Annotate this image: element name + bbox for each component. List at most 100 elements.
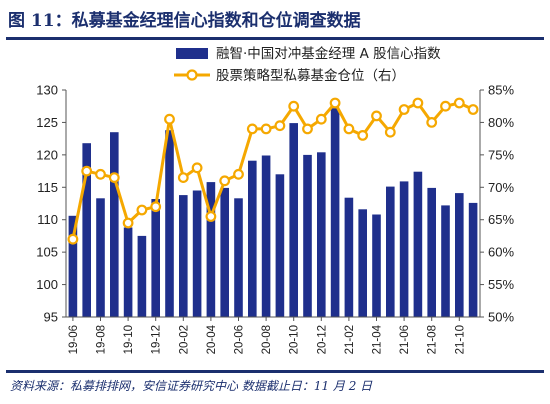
right-tick-label: 50% xyxy=(488,310,514,325)
figure-title: 图 11：私募基金经理信心指数和仓位调查数据 xyxy=(8,11,361,31)
line-point xyxy=(467,104,479,115)
footer-divider xyxy=(6,370,544,373)
bar xyxy=(317,152,326,317)
x-tick-label: 19-06 xyxy=(68,325,80,354)
bar xyxy=(206,182,216,317)
bar xyxy=(234,198,243,317)
left-tick-label: 115 xyxy=(37,180,58,195)
line-point xyxy=(136,204,148,216)
left-tick-label: 105 xyxy=(36,245,58,260)
line-point xyxy=(398,104,410,115)
x-tick-label: 21-10 xyxy=(454,325,466,354)
bar xyxy=(137,235,147,317)
right-tick-label: 80% xyxy=(488,115,514,130)
bar xyxy=(372,214,381,317)
right-tick-label: 70% xyxy=(488,180,514,195)
line-point xyxy=(108,172,120,184)
line-point xyxy=(288,100,300,112)
left-tick-label: 130 xyxy=(36,83,58,98)
bar xyxy=(110,132,119,317)
left-tick-label: 100 xyxy=(36,277,58,292)
chart: 95 100 105 110 115 120 125 130 50% 55% 60% 65% 70% 75… xyxy=(36,45,514,355)
source-note: 资料来源：私募排排网，安信证券研究中心 数据截止日：11 月 2 日 xyxy=(10,379,373,393)
left-tick-label: 125 xyxy=(36,115,58,130)
bar xyxy=(68,215,78,317)
plot-area: 95 100 105 110 115 120 125 130 50% 55% 60% 65% 70% 75… xyxy=(36,83,514,355)
x-tick-label: 20-10 xyxy=(289,325,301,354)
legend-swatch-bar xyxy=(176,48,208,59)
bar xyxy=(165,130,174,317)
line-point xyxy=(274,120,286,132)
line-point xyxy=(315,113,327,125)
left-tick-label: 95 xyxy=(44,310,58,325)
line-point xyxy=(426,116,438,128)
line-point xyxy=(67,233,79,245)
bar xyxy=(344,197,354,317)
bar xyxy=(386,186,395,317)
bar xyxy=(261,155,271,317)
legend-label-line: 股票策略型私募基金仓位（右） xyxy=(216,67,405,84)
line-point xyxy=(329,97,341,109)
line-point xyxy=(233,168,244,180)
line-point xyxy=(177,172,189,184)
line-point xyxy=(302,123,313,135)
line-point xyxy=(191,162,203,174)
bar xyxy=(468,202,478,317)
bar xyxy=(275,174,285,317)
line-point xyxy=(357,129,369,141)
left-tick-label: 120 xyxy=(36,147,58,162)
right-tick-label: 65% xyxy=(488,212,514,227)
right-tick-label: 60% xyxy=(488,245,514,260)
x-tick-label: 21-08 xyxy=(427,325,439,354)
bar xyxy=(123,227,133,317)
bar xyxy=(427,187,436,317)
line-point xyxy=(260,123,272,135)
x-tick-label: 20-08 xyxy=(261,325,273,354)
legend-swatch-marker xyxy=(186,69,198,81)
bar xyxy=(82,143,91,317)
left-tick-label: 110 xyxy=(37,212,58,227)
bar xyxy=(399,181,409,317)
bar xyxy=(192,190,202,317)
position-line xyxy=(71,101,474,240)
x-tick-label: 20-12 xyxy=(316,325,328,354)
title-divider xyxy=(6,37,544,40)
line-point xyxy=(81,165,93,177)
right-tick-label: 75% xyxy=(488,147,514,162)
x-tick-label: 20-06 xyxy=(234,325,246,354)
x-tick-label: 21-06 xyxy=(399,325,411,354)
bar xyxy=(455,193,464,317)
bar xyxy=(220,187,229,317)
right-tick-label: 85% xyxy=(488,83,514,98)
bar xyxy=(358,209,367,317)
x-tick-label: 20-02 xyxy=(178,325,190,354)
x-tick-label: 20-04 xyxy=(206,324,218,354)
bar xyxy=(248,160,257,317)
line-point xyxy=(205,211,217,222)
right-tick-label: 55% xyxy=(488,277,514,292)
line-point xyxy=(453,97,465,109)
bar xyxy=(441,205,450,317)
bar xyxy=(303,154,312,317)
x-tick-label: 21-02 xyxy=(344,325,356,354)
x-tick-label: 19-12 xyxy=(151,325,163,354)
line-point xyxy=(343,123,355,135)
legend: 融智·中国对冲基金经理 A 股信心指数 股票策略型私募基金仓位（右） xyxy=(174,45,441,84)
bar xyxy=(289,123,298,317)
x-tick-label: 21-04 xyxy=(372,324,384,354)
line-point xyxy=(440,100,451,112)
line-point xyxy=(164,113,175,125)
bar xyxy=(151,199,160,317)
line-point xyxy=(219,175,231,187)
bar xyxy=(413,171,423,317)
x-tick-label: 19-10 xyxy=(123,325,135,354)
line-point xyxy=(150,201,162,213)
line-point xyxy=(95,168,106,180)
bar xyxy=(96,198,105,317)
bar xyxy=(179,195,188,317)
x-tick-label: 19-08 xyxy=(96,325,108,354)
legend-label-bar: 融智·中国对冲基金经理 A 股信心指数 xyxy=(216,45,441,62)
line-point xyxy=(412,97,424,109)
line-point xyxy=(246,123,258,135)
